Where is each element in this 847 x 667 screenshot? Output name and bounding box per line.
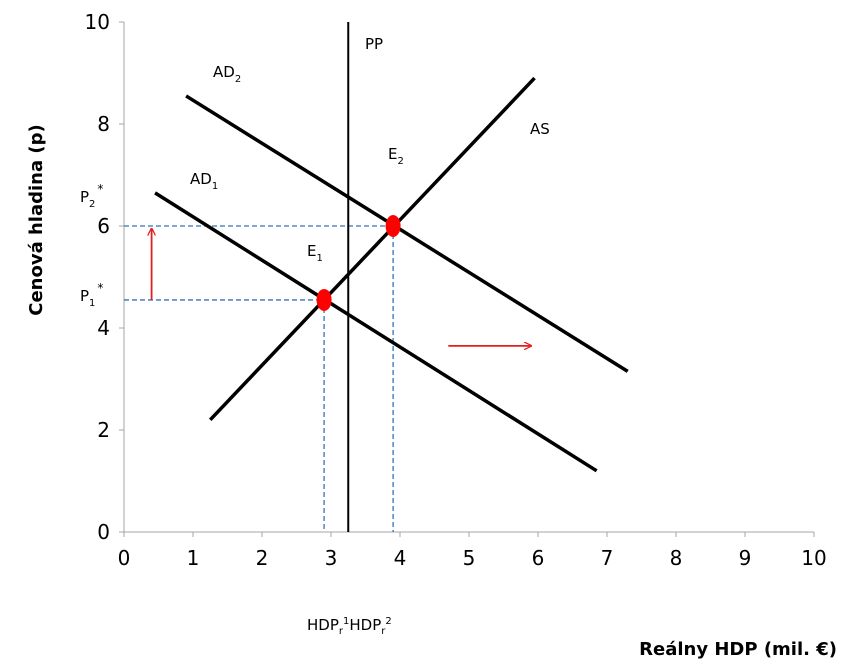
x-tick-label: 3 [325, 546, 338, 570]
x-tick-label: 2 [256, 546, 269, 570]
curve-ad [185, 94, 629, 373]
x-tick-label: 0 [118, 546, 131, 570]
as-label: AS [530, 120, 550, 138]
e2-label: E2 [388, 145, 404, 167]
pp-label: PP [365, 35, 383, 53]
y-tick-label: 8 [97, 112, 110, 136]
x-tick-label: 9 [739, 546, 752, 570]
x-tick-label: 4 [394, 546, 407, 570]
ad2-label: AD2 [213, 63, 241, 85]
x-axis-title: Reálny HDP (mil. €) [639, 639, 837, 660]
equilibrium-points [316, 215, 401, 311]
x-tick-label: 7 [601, 546, 614, 570]
p2-label: P2* [80, 182, 103, 210]
p1-label: P1* [80, 281, 103, 309]
y-tick-label: 10 [85, 10, 110, 34]
equilibrium-point-e2 [385, 215, 401, 237]
curves [154, 22, 629, 532]
shift-arrows [152, 229, 531, 346]
equilibrium-point-e1 [316, 288, 332, 311]
y-axis-title: Cenová hladina (p) [26, 124, 47, 316]
x-tick-label: 8 [670, 546, 683, 570]
hdp-labels: HDPr1HDPr2 [307, 616, 392, 637]
y-tick-label: 0 [97, 520, 110, 544]
x-tick-label: 1 [187, 546, 200, 570]
x-tick-label: 10 [801, 546, 826, 570]
x-tick-label: 5 [463, 546, 476, 570]
ad1-label: AD1 [190, 170, 218, 192]
curve-as [208, 76, 536, 422]
x-tick-label: 6 [532, 546, 545, 570]
y-tick-label: 6 [97, 214, 110, 238]
curve-ad [154, 191, 598, 473]
y-tick-label: 2 [97, 418, 110, 442]
y-tick-label: 4 [97, 316, 110, 340]
e1-label: E1 [307, 242, 323, 264]
axis-ticks: 0 1 2 3 4 5 6 7 8 9 10 0 2 4 6 8 10 [85, 10, 827, 570]
